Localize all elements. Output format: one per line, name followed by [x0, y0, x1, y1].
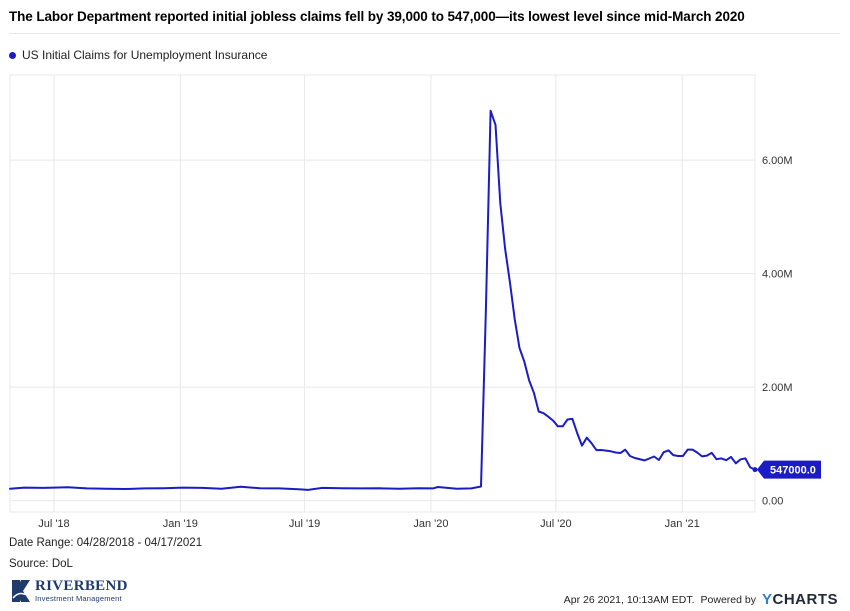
ycharts-y-glyph: Y: [761, 591, 773, 608]
source-label: Source: DoL: [9, 558, 73, 570]
x-tick-label: Jan '21: [665, 518, 700, 530]
title-divider: [9, 33, 840, 34]
riverbend-mark-icon: [10, 578, 32, 604]
last-value-tag: 547000.0: [757, 460, 821, 479]
y-tick-label: 6.00M: [762, 155, 793, 167]
date-range-label: Date Range: 04/28/2018 - 04/17/2021: [9, 537, 203, 549]
y-tick-label: 2.00M: [762, 382, 793, 394]
powered-by-label: Powered by: [700, 593, 756, 606]
series-line: [9, 109, 756, 491]
y-tick-label: 0.00: [762, 496, 783, 508]
last-value-label: 547000.0: [770, 465, 816, 477]
x-tick-label: Jan '20: [413, 518, 448, 530]
riverbend-logo: RIVERBEND Investment Management: [10, 578, 128, 604]
legend-marker: [9, 51, 16, 59]
footer-stamp: Apr 26 2021, 10:13AM EDT. Powered by Y C…: [564, 591, 838, 608]
last-value-point: [752, 467, 758, 473]
ycharts-wordmark: CHARTS: [772, 591, 838, 608]
x-tick-label: Jul '18: [38, 518, 69, 530]
chart-title: The Labor Department reported initial jo…: [9, 9, 745, 24]
ycharts-logo[interactable]: Y CHARTS: [762, 591, 838, 608]
last-value-badge: [757, 460, 821, 479]
logo-subtitle: Investment Management: [35, 594, 122, 604]
x-tick-label: Jan '19: [163, 518, 198, 530]
x-tick-label: Jul '19: [289, 518, 320, 530]
timestamp-label: Apr 26 2021, 10:13AM EDT.: [563, 593, 695, 606]
y-tick-label: 4.00M: [762, 269, 793, 281]
legend-label: US Initial Claims for Unemployment Insur…: [22, 48, 268, 62]
x-tick-label: Jul '20: [540, 518, 571, 530]
chart-legend[interactable]: US Initial Claims for Unemployment Insur…: [9, 48, 267, 62]
plot-frame: [9, 74, 756, 513]
logo-name: RIVERBEND: [35, 578, 128, 595]
